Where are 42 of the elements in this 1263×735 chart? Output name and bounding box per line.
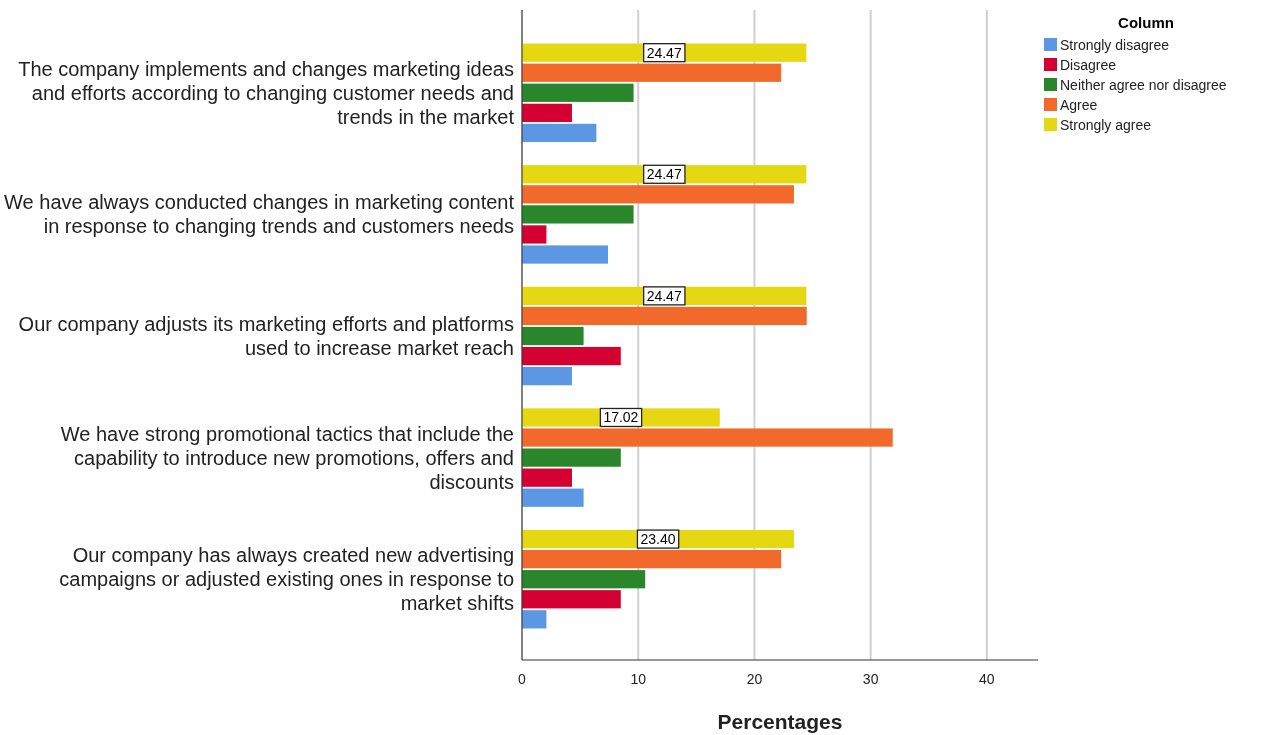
x-tick-label: 10 xyxy=(630,671,647,687)
bar xyxy=(522,63,782,82)
data-label: 24.47 xyxy=(646,166,682,183)
data-label: 24.47 xyxy=(646,287,682,304)
y-tick-label: We have strong promotional tactics that include the capability to introduce new promotions, offers and discounts xyxy=(60,422,514,493)
bar xyxy=(522,428,893,447)
legend-label: Strongly agree xyxy=(1060,117,1152,133)
data-label: 23.40 xyxy=(640,531,676,548)
legend-label: Neither agree nor disagree xyxy=(1060,77,1227,93)
x-tick-label: 20 xyxy=(746,671,763,687)
legend-label: Disagree xyxy=(1060,57,1117,73)
bar xyxy=(522,205,634,224)
bar xyxy=(522,185,794,204)
bar xyxy=(522,245,608,264)
data-label: 17.02 xyxy=(603,409,639,426)
legend-label: Strongly disagree xyxy=(1060,37,1170,53)
bar xyxy=(522,123,597,143)
bar xyxy=(522,448,621,467)
y-tick-label: We have always conducted changes in marketing content in response to changing trends and customers needs xyxy=(4,191,515,238)
bar xyxy=(522,103,572,122)
legend-label: Agree xyxy=(1060,97,1098,113)
y-tick-label: Our company has always created new advertising campaigns or adjusted existing ones in response to market shifts xyxy=(59,544,514,615)
bar xyxy=(522,346,621,366)
bar xyxy=(522,225,547,244)
x-tick-label: 0 xyxy=(518,671,527,687)
bar xyxy=(522,550,782,569)
bar xyxy=(522,610,547,629)
legend-title: Column xyxy=(1118,14,1174,31)
bar xyxy=(522,83,634,102)
bar xyxy=(522,366,572,386)
bar xyxy=(522,306,807,326)
x-tick-label: 30 xyxy=(862,671,879,687)
data-label: 24.47 xyxy=(646,44,682,61)
bar xyxy=(522,570,646,589)
x-axis-title: Percentages xyxy=(717,710,843,733)
bar xyxy=(522,326,584,346)
bar xyxy=(522,488,584,507)
bar xyxy=(522,468,572,487)
y-tick-label: Our company adjusts its marketing efforts and platforms used to increase market reach xyxy=(18,313,514,359)
x-tick-label: 40 xyxy=(979,671,995,687)
bar xyxy=(522,590,621,609)
y-tick-label: The company implements and changes marketing ideas and efforts according to changing customer needs and trends in the market xyxy=(18,57,515,128)
